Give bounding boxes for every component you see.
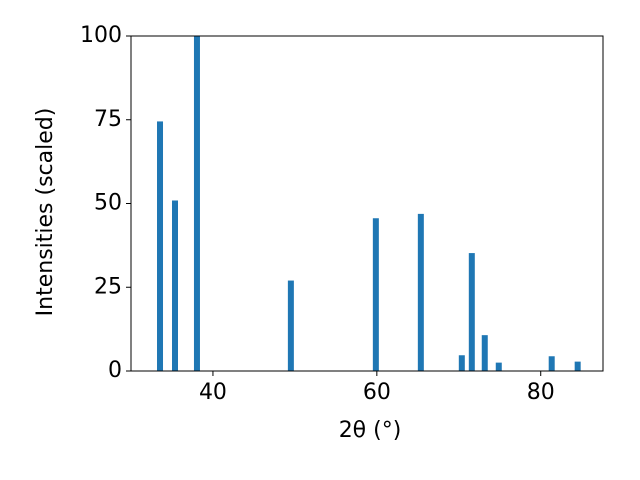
x-tick-label: 60	[363, 380, 391, 405]
x-tick-label: 40	[199, 380, 227, 405]
bar	[458, 355, 465, 371]
y-tick-label: 0	[108, 358, 122, 383]
bar	[287, 280, 294, 371]
bar	[193, 36, 200, 371]
y-axis-label: Intensities (scaled)	[33, 108, 58, 317]
x-axis-label: 2θ (°)	[339, 418, 402, 443]
bar	[157, 121, 164, 371]
plot-frame	[130, 35, 604, 372]
bar	[417, 213, 424, 371]
bar	[468, 253, 475, 371]
bar	[372, 218, 379, 371]
y-tick-label: 100	[80, 23, 122, 48]
y-tick-label: 50	[94, 191, 122, 216]
x-tick-label: 80	[527, 380, 555, 405]
bar	[495, 362, 502, 371]
bar	[481, 335, 488, 371]
bar	[574, 361, 581, 371]
y-tick-label: 25	[94, 274, 122, 299]
y-tick-label: 75	[94, 107, 122, 132]
bar	[172, 200, 179, 371]
bar	[548, 356, 555, 371]
